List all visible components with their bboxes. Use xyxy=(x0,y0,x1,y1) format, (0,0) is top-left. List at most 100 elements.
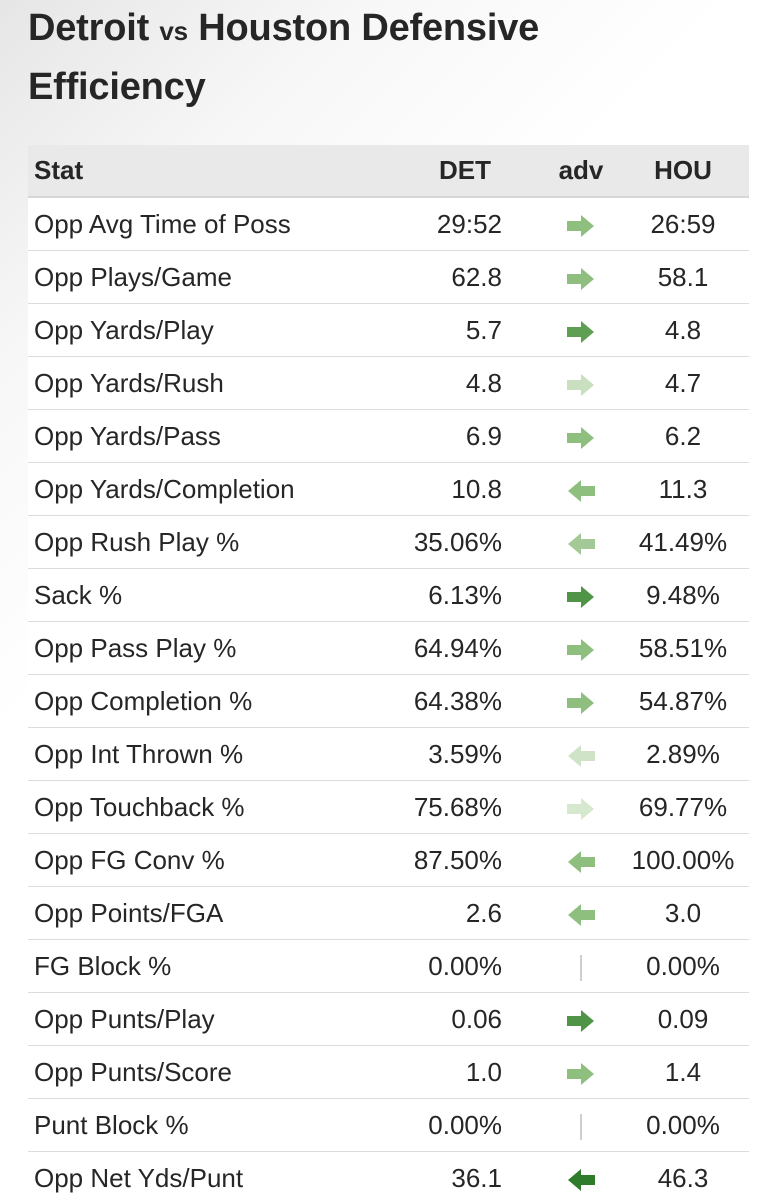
hou-value-cell: 0.09 xyxy=(617,992,749,1046)
hou-value-cell: 58.51% xyxy=(617,621,749,675)
table-row: Opp Int Thrown % 3.59% 2.89% xyxy=(28,727,749,781)
det-value-cell: 10.8 xyxy=(370,462,545,516)
stat-name-cell: Opp FG Conv % xyxy=(28,833,370,887)
table-row: Opp Punts/Score 1.0 1.4 xyxy=(28,1045,749,1099)
table-body: Opp Avg Time of Poss 29:52 26:59 Opp Plays/… xyxy=(28,197,749,1200)
det-value-cell: 0.00% xyxy=(370,1098,545,1152)
hou-value-cell: 1.4 xyxy=(617,1045,749,1099)
title-team-a: Detroit xyxy=(28,7,150,49)
advantage-cell xyxy=(545,250,617,304)
arrow-right-icon xyxy=(567,426,595,450)
hou-value-cell: 11.3 xyxy=(617,462,749,516)
hou-value-cell: 54.87% xyxy=(617,674,749,728)
hou-value-cell: 69.77% xyxy=(617,780,749,834)
arrow-right-icon xyxy=(567,638,595,662)
hou-value-cell: 4.8 xyxy=(617,303,749,357)
advantage-cell xyxy=(545,303,617,357)
table-row: Opp Plays/Game 62.8 58.1 xyxy=(28,250,749,304)
det-value-cell: 4.8 xyxy=(370,356,545,410)
no-advantage-divider xyxy=(580,954,582,981)
advantage-cell xyxy=(545,780,617,834)
stat-name-cell: Opp Pass Play % xyxy=(28,621,370,675)
table-row: Opp Completion % 64.38% 54.87% xyxy=(28,674,749,728)
table-row: Opp Pass Play % 64.94% 58.51% xyxy=(28,621,749,675)
header-hou[interactable]: HOU xyxy=(617,145,749,198)
advantage-cell xyxy=(545,1151,617,1200)
advantage-cell xyxy=(545,568,617,622)
title-team-b-heading: Houston Defensive xyxy=(198,7,540,49)
stat-name-cell: Opp Yards/Play xyxy=(28,303,370,357)
no-advantage-divider xyxy=(580,1113,582,1140)
hou-value-cell: 3.0 xyxy=(617,886,749,940)
table-row: Opp Yards/Rush 4.8 4.7 xyxy=(28,356,749,410)
det-value-cell: 64.38% xyxy=(370,674,545,728)
det-value-cell: 35.06% xyxy=(370,515,545,569)
table-row: Opp Yards/Completion 10.8 11.3 xyxy=(28,462,749,516)
table-row: Opp Touchback % 75.68% 69.77% xyxy=(28,780,749,834)
stat-name-cell: Opp Yards/Pass xyxy=(28,409,370,463)
advantage-cell xyxy=(545,197,617,251)
arrow-left-icon xyxy=(567,903,595,927)
stat-name-cell: Opp Net Yds/Punt xyxy=(28,1151,370,1200)
advantage-cell xyxy=(545,939,617,993)
hou-value-cell: 0.00% xyxy=(617,1098,749,1152)
arrow-right-icon xyxy=(567,691,595,715)
advantage-cell xyxy=(545,674,617,728)
title-vs: vs xyxy=(159,16,188,46)
stat-name-cell: Opp Rush Play % xyxy=(28,515,370,569)
table-row: Opp Avg Time of Poss 29:52 26:59 xyxy=(28,197,749,251)
stat-name-cell: Opp Avg Time of Poss xyxy=(28,197,370,251)
table-row: Opp Yards/Pass 6.9 6.2 xyxy=(28,409,749,463)
stat-name-cell: Opp Punts/Score xyxy=(28,1045,370,1099)
header-stat[interactable]: Stat xyxy=(28,145,370,198)
arrow-right-icon xyxy=(567,1062,595,1086)
det-value-cell: 75.68% xyxy=(370,780,545,834)
det-value-cell: 62.8 xyxy=(370,250,545,304)
stats-table: Stat DET adv HOU Opp Avg Time of Poss 29:… xyxy=(28,145,749,1200)
arrow-right-icon xyxy=(567,320,595,344)
hou-value-cell: 46.3 xyxy=(617,1151,749,1200)
arrow-right-icon xyxy=(567,267,595,291)
stat-name-cell: Opp Completion % xyxy=(28,674,370,728)
stat-name-cell: Opp Int Thrown % xyxy=(28,727,370,781)
header-det[interactable]: DET xyxy=(370,145,545,198)
stat-name-cell: Sack % xyxy=(28,568,370,622)
det-value-cell: 87.50% xyxy=(370,833,545,887)
hou-value-cell: 2.89% xyxy=(617,727,749,781)
page-title: Detroit vs Houston Defensive Efficiency xyxy=(28,0,748,115)
hou-value-cell: 0.00% xyxy=(617,939,749,993)
det-value-cell: 36.1 xyxy=(370,1151,545,1200)
table-row: Opp Points/FGA 2.6 3.0 xyxy=(28,886,749,940)
stat-name-cell: Punt Block % xyxy=(28,1098,370,1152)
advantage-cell xyxy=(545,727,617,781)
hou-value-cell: 9.48% xyxy=(617,568,749,622)
table-row: Opp FG Conv % 87.50% 100.00% xyxy=(28,833,749,887)
table-row: Sack % 6.13% 9.48% xyxy=(28,568,749,622)
advantage-cell xyxy=(545,1098,617,1152)
advantage-cell xyxy=(545,833,617,887)
hou-value-cell: 6.2 xyxy=(617,409,749,463)
table-row: Punt Block % 0.00% 0.00% xyxy=(28,1098,749,1152)
arrow-left-icon xyxy=(567,479,595,503)
arrow-left-icon xyxy=(567,744,595,768)
stat-name-cell: FG Block % xyxy=(28,939,370,993)
advantage-cell xyxy=(545,886,617,940)
hou-value-cell: 4.7 xyxy=(617,356,749,410)
stat-name-cell: Opp Yards/Rush xyxy=(28,356,370,410)
stat-name-cell: Opp Yards/Completion xyxy=(28,462,370,516)
advantage-cell xyxy=(545,356,617,410)
det-value-cell: 5.7 xyxy=(370,303,545,357)
table-row: Opp Punts/Play 0.06 0.09 xyxy=(28,992,749,1046)
arrow-left-icon xyxy=(567,850,595,874)
det-value-cell: 6.13% xyxy=(370,568,545,622)
advantage-cell xyxy=(545,1045,617,1099)
stat-name-cell: Opp Points/FGA xyxy=(28,886,370,940)
hou-value-cell: 100.00% xyxy=(617,833,749,887)
table-header-row: Stat DET adv HOU xyxy=(28,145,749,198)
arrow-right-icon xyxy=(567,797,595,821)
advantage-cell xyxy=(545,515,617,569)
title-line2: Efficiency xyxy=(28,66,206,108)
header-adv[interactable]: adv xyxy=(545,145,617,198)
hou-value-cell: 26:59 xyxy=(617,197,749,251)
